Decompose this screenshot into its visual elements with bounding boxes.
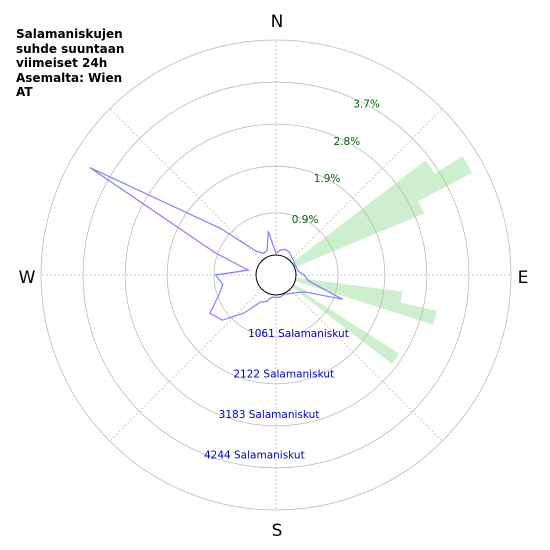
percent-tick-label: 1.9% bbox=[314, 173, 341, 185]
count-tick-label: 1061 Salamaniskut bbox=[248, 328, 349, 340]
title-line: Salamaniskujen bbox=[16, 27, 123, 41]
count-tick-label: 4244 Salamaniskut bbox=[204, 449, 305, 461]
count-point bbox=[265, 300, 267, 303]
count-point bbox=[255, 250, 257, 252]
count-point bbox=[292, 259, 295, 261]
direction-label-w: W bbox=[19, 268, 36, 288]
direction-label-n: N bbox=[271, 12, 284, 32]
percent-wedge bbox=[292, 284, 307, 294]
percent-wedge bbox=[293, 201, 425, 268]
count-point bbox=[271, 296, 273, 298]
count-point bbox=[297, 270, 299, 272]
title-line: viimeiset 24h bbox=[16, 56, 108, 70]
count-point bbox=[307, 280, 310, 282]
grid-ring bbox=[124, 123, 428, 427]
direction-labels: N E S W bbox=[19, 12, 529, 541]
count-tick-label: 3183 Salamaniskut bbox=[219, 409, 320, 421]
count-point bbox=[214, 274, 217, 276]
count-point bbox=[284, 248, 286, 250]
count-point bbox=[286, 293, 288, 295]
count-point bbox=[290, 255, 293, 258]
count-point bbox=[290, 292, 293, 295]
count-point bbox=[305, 291, 307, 293]
count-point bbox=[243, 312, 245, 314]
percent-wedge bbox=[295, 279, 437, 325]
count-point bbox=[288, 251, 290, 253]
title-line: suhde suuntaan bbox=[16, 41, 125, 56]
count-point bbox=[275, 252, 277, 254]
count-point bbox=[296, 291, 298, 294]
direction-label-s: S bbox=[272, 521, 283, 541]
chart-title: Salamaniskujen suhde suuntaan viimeiset … bbox=[16, 27, 146, 100]
count-point bbox=[303, 274, 305, 276]
title-line: Asemalta: Wien bbox=[16, 70, 123, 85]
count-point bbox=[259, 301, 261, 303]
direction-label-e: E bbox=[518, 268, 529, 288]
count-point bbox=[296, 266, 298, 269]
grid-ring-outer bbox=[40, 39, 512, 511]
count-point bbox=[219, 227, 221, 229]
percent-tick-label: 2.8% bbox=[333, 136, 360, 148]
count-point bbox=[275, 296, 277, 299]
percent-tick-labels: 0.9% 1.9% 2.8% 3.7% bbox=[292, 99, 380, 227]
percent-wedge bbox=[291, 285, 400, 364]
count-point bbox=[279, 249, 281, 251]
count-series bbox=[89, 167, 343, 321]
count-point bbox=[247, 269, 249, 271]
percent-tick-label: 3.7% bbox=[353, 99, 380, 111]
count-point bbox=[214, 252, 216, 254]
percent-wedge bbox=[292, 156, 473, 266]
grid-spoke bbox=[109, 108, 263, 262]
title-line: AT bbox=[16, 85, 33, 99]
count-tick-label: 2122 Salamaniskut bbox=[233, 369, 334, 381]
percent-wedge bbox=[291, 160, 435, 265]
count-point bbox=[267, 230, 269, 232]
center-circle bbox=[255, 254, 297, 296]
count-point bbox=[217, 295, 219, 297]
percent-series bbox=[291, 156, 473, 364]
count-point bbox=[222, 283, 224, 285]
count-point bbox=[341, 298, 343, 300]
count-point bbox=[279, 296, 281, 298]
percent-wedge bbox=[295, 277, 403, 303]
count-point bbox=[294, 263, 296, 265]
count-point bbox=[89, 167, 91, 169]
count-point bbox=[282, 294, 284, 296]
count-point bbox=[262, 252, 265, 255]
percent-tick-label: 0.9% bbox=[292, 214, 319, 226]
count-tick-labels: 1061 Salamaniskut 2122 Salamaniskut 3183 S… bbox=[204, 328, 349, 461]
count-point bbox=[209, 312, 211, 314]
grid-ring bbox=[213, 212, 339, 338]
count-point bbox=[266, 249, 268, 252]
count-point bbox=[221, 319, 223, 321]
